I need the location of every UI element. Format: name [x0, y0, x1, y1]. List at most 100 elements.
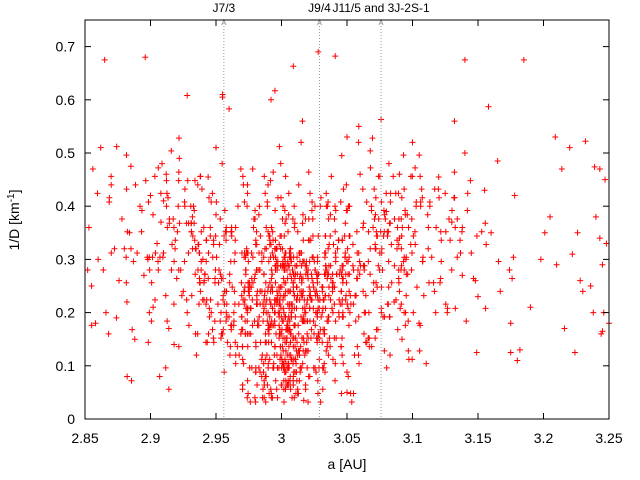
data-point	[319, 386, 326, 393]
data-point	[288, 313, 295, 320]
data-point	[329, 279, 336, 286]
data-point	[506, 267, 513, 274]
data-point	[287, 373, 294, 380]
data-point	[328, 173, 335, 180]
data-point	[324, 275, 331, 282]
data-point	[332, 377, 339, 384]
data-point	[373, 279, 380, 286]
data-point	[213, 144, 219, 151]
data-point	[340, 313, 347, 320]
data-point	[372, 241, 379, 248]
data-point	[346, 288, 353, 295]
data-point	[148, 318, 155, 325]
data-point	[262, 373, 269, 380]
data-point	[238, 313, 245, 320]
data-point	[208, 198, 215, 205]
data-point	[459, 272, 466, 279]
data-point	[116, 277, 123, 284]
data-point	[92, 320, 99, 327]
data-point	[200, 279, 207, 286]
data-point	[423, 360, 430, 367]
data-point	[256, 203, 263, 210]
data-point	[553, 261, 560, 268]
data-point	[267, 177, 274, 184]
data-point	[380, 232, 387, 239]
data-point	[309, 232, 316, 239]
data-point	[353, 228, 360, 235]
data-point	[123, 279, 130, 286]
data-point	[325, 352, 332, 359]
data-point	[510, 254, 517, 261]
data-point	[171, 258, 178, 265]
data-point	[226, 105, 233, 112]
data-point	[345, 373, 352, 380]
data-point	[355, 139, 362, 146]
data-point	[321, 330, 328, 337]
data-point	[331, 215, 338, 222]
data-point	[223, 288, 230, 295]
data-point	[307, 190, 314, 197]
data-point	[368, 343, 375, 350]
data-point	[127, 245, 134, 252]
data-point	[273, 386, 280, 393]
data-point	[329, 309, 336, 316]
resonance-arrow	[378, 18, 384, 26]
data-point	[223, 237, 230, 244]
data-point	[289, 215, 296, 222]
data-point	[194, 267, 201, 274]
data-point	[360, 220, 367, 227]
data-point	[314, 309, 321, 316]
data-point	[298, 262, 305, 269]
data-point	[106, 194, 113, 201]
data-point	[150, 304, 157, 311]
data-point	[319, 339, 326, 346]
data-point	[592, 213, 599, 220]
data-point	[176, 155, 183, 162]
data-point	[282, 313, 289, 320]
data-point	[339, 237, 346, 244]
data-point	[269, 394, 276, 401]
resonance-arrow	[221, 18, 227, 26]
data-point	[265, 232, 272, 239]
data-point	[192, 271, 199, 278]
data-point	[240, 360, 247, 367]
data-point	[412, 164, 419, 171]
data-point	[312, 322, 319, 329]
data-point	[591, 163, 598, 170]
data-point	[84, 267, 91, 274]
data-point	[214, 301, 221, 308]
data-point	[378, 245, 385, 252]
data-point	[433, 224, 440, 231]
data-point	[416, 347, 423, 354]
data-point	[326, 241, 333, 248]
data-point	[266, 356, 273, 363]
data-point	[380, 207, 387, 214]
data-point	[265, 181, 272, 188]
data-point	[207, 296, 214, 303]
data-point	[448, 207, 455, 214]
data-point	[327, 232, 334, 239]
data-point	[317, 203, 324, 210]
data-point	[587, 283, 594, 289]
data-point	[209, 326, 216, 333]
data-point	[410, 309, 417, 316]
data-point	[350, 301, 357, 308]
data-point	[217, 318, 224, 325]
data-point	[305, 267, 312, 274]
data-point	[282, 292, 289, 299]
data-point	[425, 224, 432, 231]
data-point	[297, 343, 304, 350]
data-point	[249, 165, 256, 172]
data-point	[175, 135, 182, 142]
data-point	[274, 292, 281, 299]
data-point	[483, 241, 490, 248]
data-point	[213, 254, 220, 261]
data-point	[228, 228, 235, 235]
data-point	[208, 309, 215, 316]
data-point	[280, 203, 287, 210]
data-point	[416, 152, 423, 159]
data-point	[367, 245, 374, 252]
data-point	[203, 237, 210, 244]
data-point	[281, 232, 288, 239]
data-point	[376, 250, 383, 257]
